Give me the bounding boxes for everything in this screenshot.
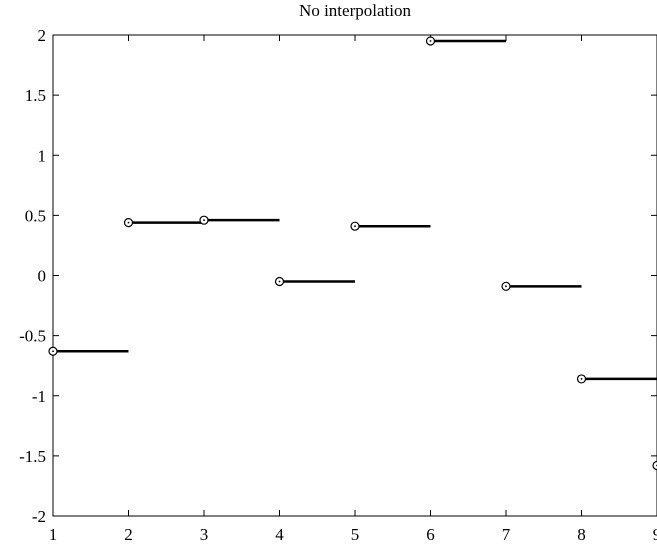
x-tick-label: 4 [275, 525, 284, 544]
y-tick-label: -1.5 [19, 447, 46, 466]
y-tick-label: 2 [38, 26, 47, 45]
y-tick-label: 0.5 [25, 206, 46, 225]
data-point-center [354, 225, 356, 228]
chart-title: No interpolation [299, 1, 411, 20]
data-point-center [203, 219, 205, 222]
plot-area [52, 34, 657, 517]
x-tick-label: 2 [124, 525, 133, 544]
y-tick-label: -1 [32, 387, 46, 406]
x-tick-label: 1 [49, 525, 58, 544]
data-point-center [52, 350, 54, 353]
data-point-center [278, 280, 281, 283]
y-axis: -2 -1.5 -1 -0.5 0 0.5 1 1.5 2 [19, 26, 657, 526]
y-tick-label: 1.5 [25, 86, 46, 105]
data-point-marker [652, 460, 657, 471]
x-axis: 1 2 3 4 5 6 7 8 9 [49, 35, 657, 544]
x-tick-label: 9 [653, 525, 657, 544]
data-point-center [580, 378, 583, 380]
y-tick-label: 1 [38, 146, 47, 165]
data-point-center [505, 285, 507, 288]
data-point-center [127, 221, 130, 224]
x-tick-label: 6 [426, 525, 435, 544]
x-tick-label: 3 [200, 525, 209, 544]
x-tick-label: 7 [502, 525, 511, 544]
y-tick-label: -2 [32, 507, 46, 526]
data-point-center [429, 40, 432, 42]
y-tick-label: 0 [38, 267, 47, 286]
x-tick-label: 8 [577, 525, 586, 544]
y-tick-label: -0.5 [19, 327, 46, 346]
x-tick-label: 5 [351, 525, 360, 544]
data-series [48, 36, 657, 471]
